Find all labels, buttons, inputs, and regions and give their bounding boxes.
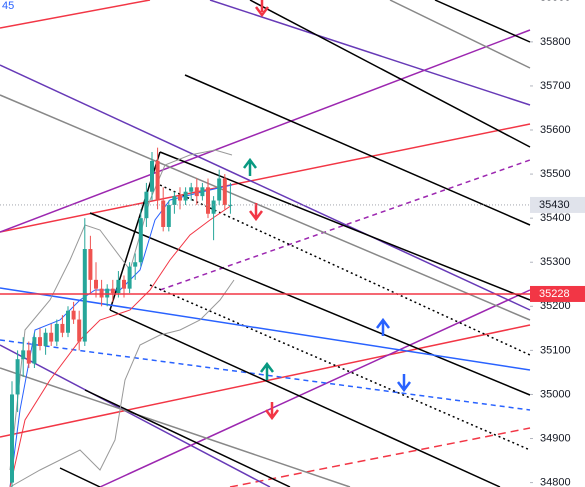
header-text: 45: [2, 0, 14, 12]
candle-body: [161, 200, 166, 227]
candle-body: [116, 279, 121, 294]
moving-average: [9, 204, 233, 487]
candle-body: [194, 187, 199, 197]
candle-body: [82, 249, 87, 342]
channel-line: [159, 159, 531, 291]
channel-line: [389, 0, 531, 69]
channel-line: [0, 94, 531, 321]
y-tick-label: 35600: [540, 124, 571, 136]
y-tick-label: 34900: [540, 432, 571, 444]
candle-body: [32, 337, 37, 364]
trend-line: [229, 427, 531, 487]
candle-body: [178, 196, 182, 201]
trend-line: [0, 0, 151, 29]
arrow-down: [255, 0, 269, 18]
candle-body: [15, 359, 20, 395]
channel-line: [0, 344, 271, 487]
pitchfork-line: [59, 467, 101, 487]
channel-line: [209, 0, 531, 106]
candle-body: [10, 394, 14, 483]
candle-body: [60, 323, 65, 333]
candle-body: [88, 249, 93, 280]
candle-body: [49, 332, 54, 342]
candle-body: [150, 160, 154, 192]
candle-body: [26, 350, 31, 364]
candle-body: [110, 288, 115, 294]
trend-line: [0, 287, 531, 371]
candle-body: [189, 187, 194, 192]
candle-body: [172, 196, 177, 205]
arrow-down: [265, 402, 279, 421]
price-label-box: [530, 196, 585, 213]
bollinger-band: [9, 279, 235, 487]
candle-body: [122, 279, 126, 289]
candle-body: [21, 350, 26, 360]
candle-body: [155, 160, 160, 201]
candle-body: [105, 288, 110, 298]
candle-body: [183, 191, 188, 201]
y-tick-label: 35000: [540, 388, 571, 400]
pitchfork-line: [184, 74, 531, 226]
candle-body: [211, 200, 216, 214]
candle-body: [133, 262, 138, 267]
candle-body: [217, 178, 222, 201]
arrow-down: [397, 374, 411, 393]
trend-line: [0, 123, 531, 233]
y-tick-label: 35100: [540, 344, 571, 356]
pitchfork-line: [149, 284, 531, 451]
y-tick-label: 35200: [540, 300, 571, 312]
y-tick-label: 35500: [540, 168, 571, 180]
pitchfork-line: [89, 212, 531, 396]
channel-line: [0, 339, 531, 411]
candle-body: [228, 204, 233, 206]
y-tick-label: 35700: [540, 80, 571, 92]
arrow-up: [260, 361, 274, 380]
y-tick-label: 35400: [540, 212, 571, 224]
arrow-up: [376, 317, 390, 336]
candle-body: [38, 337, 42, 346]
candle-body: [138, 218, 143, 263]
drawings: [0, 0, 531, 487]
candle-body: [54, 323, 59, 342]
pitchfork-line: [109, 309, 501, 487]
candle-body: [66, 310, 70, 333]
candle-body: [200, 187, 205, 197]
pitchfork-line: [84, 389, 291, 487]
candle-body: [43, 332, 48, 346]
candle-body: [94, 279, 98, 289]
price-label: 35430: [539, 199, 570, 211]
arrows: [243, 0, 411, 421]
bollinger-band: [9, 149, 233, 471]
channel-line: [0, 367, 351, 487]
price-label: 35228: [539, 288, 570, 300]
candle-body: [77, 319, 82, 342]
pitchfork-line: [434, 0, 531, 43]
candle-body: [71, 310, 76, 320]
pitchfork-line: [249, 0, 531, 148]
channel-line: [0, 29, 531, 233]
candle-body: [166, 204, 171, 227]
channel-line: [0, 64, 531, 311]
pitchfork-line: [159, 151, 531, 301]
candle-body: [127, 266, 132, 289]
arrow-up: [243, 157, 257, 176]
candle-body: [99, 288, 104, 298]
candle-body: [144, 191, 149, 219]
price-label-box: [530, 285, 585, 302]
candle-body: [222, 178, 227, 205]
y-tick-label: 35300: [540, 256, 571, 268]
candle-body: [206, 187, 210, 214]
y-tick-label: 34800: [540, 476, 571, 487]
channel-line: [99, 289, 531, 487]
y-tick-label: 35900: [540, 0, 571, 4]
y-tick-label: 35800: [540, 36, 571, 48]
